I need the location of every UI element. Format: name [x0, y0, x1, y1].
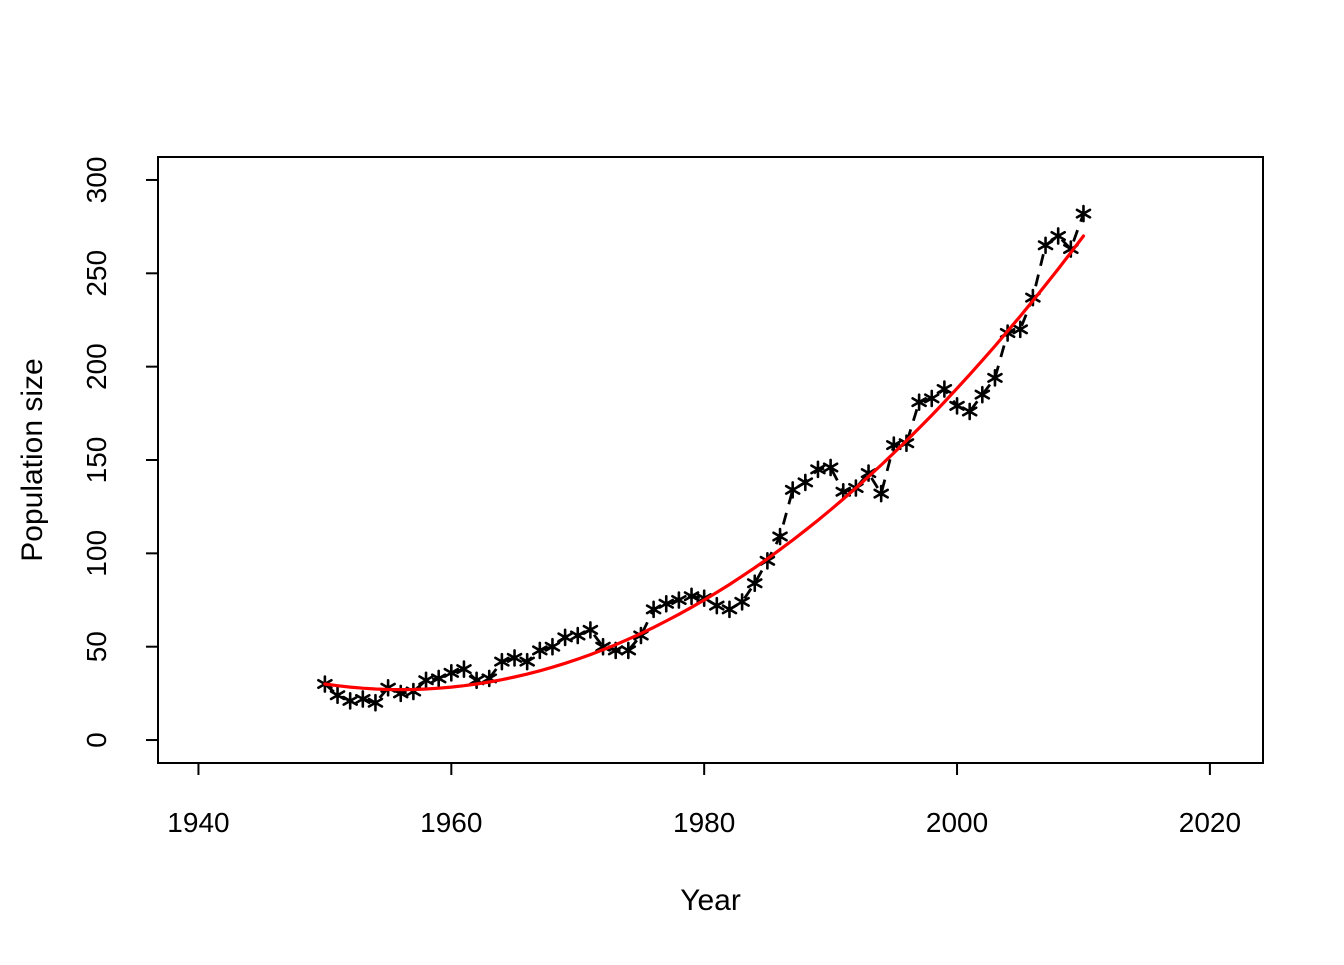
data-point-asterisk — [506, 649, 523, 667]
x-axis-label: Year — [680, 884, 741, 917]
data-point-asterisk — [734, 593, 750, 611]
y-axis-tick-label: 300 — [81, 157, 112, 204]
data-point-asterisk — [797, 473, 814, 492]
data-point-asterisk — [569, 626, 586, 645]
data-point-asterisk — [949, 397, 965, 415]
data-point-asterisk — [557, 628, 573, 647]
data-point-asterisk — [1075, 204, 1092, 223]
data-point-asterisk — [620, 641, 637, 660]
y-axis-tick-label: 200 — [81, 343, 112, 390]
data-point-asterisk — [923, 389, 940, 408]
data-point-asterisk — [810, 460, 826, 479]
data-point-asterisk — [1050, 227, 1066, 245]
x-axis-tick-label: 1960 — [420, 807, 482, 838]
x-axis-tick-label: 1980 — [673, 807, 735, 838]
fitted-curve-path — [323, 234, 1086, 692]
data-point-asterisk — [721, 600, 738, 619]
y-axis-tick-label: 100 — [81, 530, 112, 577]
data-point-asterisk — [367, 693, 384, 712]
data-point-asterisk — [746, 574, 763, 593]
data-point-asterisk — [494, 652, 510, 671]
data-point-asterisk — [1012, 320, 1029, 339]
x-axis-tick-label: 2020 — [1179, 807, 1241, 838]
data-point-asterisk — [329, 686, 346, 705]
y-axis-tick-label: 150 — [81, 437, 112, 484]
data-point-asterisk — [961, 402, 978, 421]
data-point-asterisk — [709, 596, 725, 615]
x-axis-tick-label: 2000 — [926, 807, 988, 838]
data-point-asterisk — [987, 369, 1003, 387]
data-point-asterisk — [873, 484, 889, 503]
data-point-asterisk — [519, 652, 535, 671]
data-point-asterisk — [582, 621, 599, 639]
y-axis-label: Population size — [16, 358, 49, 561]
data-point-asterisk — [671, 591, 687, 609]
data-point-asterisk — [456, 660, 472, 678]
data-point-asterisk — [544, 637, 561, 656]
data-point-asterisk — [430, 669, 447, 688]
data-point-asterisk — [936, 380, 953, 398]
data-point-asterisk — [772, 527, 788, 546]
data-point-asterisk — [645, 600, 662, 619]
data-point-asterisk — [443, 664, 460, 682]
y-axis-tick-label: 250 — [81, 250, 112, 297]
x-axis-tick-label: 1940 — [167, 807, 229, 838]
y-axis-tick-label: 0 — [81, 732, 112, 748]
data-point-asterisk — [355, 690, 371, 708]
data-point-asterisk — [911, 393, 927, 411]
y-axis-tick-label: 50 — [81, 631, 112, 662]
data-point-asterisk — [418, 671, 434, 690]
data-point-asterisk — [683, 587, 700, 606]
data-point-asterisk — [1037, 236, 1054, 255]
data-point-asterisk — [658, 594, 675, 613]
data-point-asterisk — [784, 481, 801, 499]
data-point-asterisk — [532, 641, 548, 660]
data-point-asterisk — [974, 385, 991, 404]
data-point-asterisk — [822, 458, 839, 477]
data-point-asterisk — [342, 692, 358, 710]
